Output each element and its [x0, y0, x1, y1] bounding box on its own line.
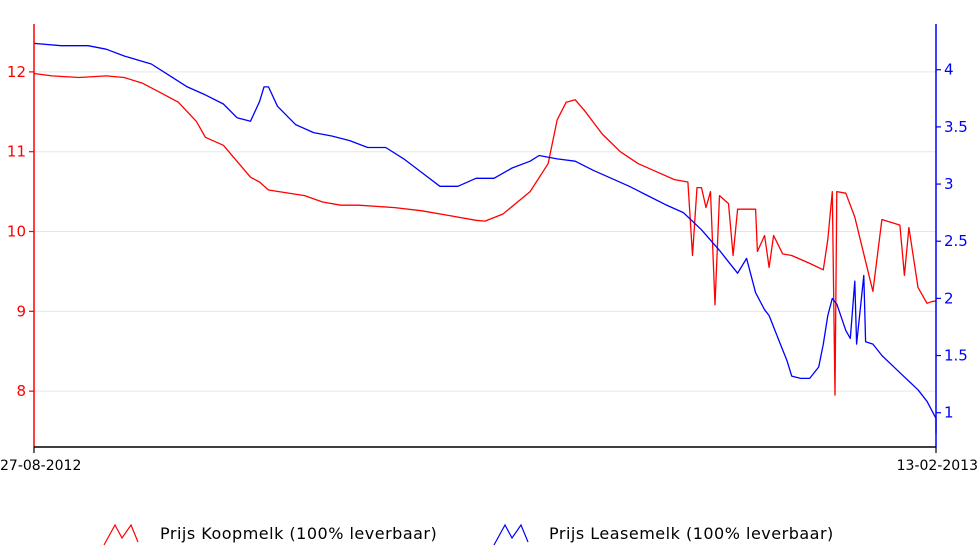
left-tick-label: 11	[7, 143, 26, 161]
right-tick-label: 3.5	[944, 118, 968, 136]
x-axis-ticks: 27-08-2012 13-02-2013	[0, 447, 978, 474]
legend-label-leasemelk: Prijs Leasemelk (100% leverbaar)	[549, 524, 834, 543]
series-line-leasemelk	[33, 42, 937, 434]
right-axis-ticks: 1 1.5 2 2.5 3 3.5 4	[936, 61, 968, 422]
left-tick-label: 12	[7, 63, 26, 81]
legend-label-koopmelk: Prijs Koopmelk (100% leverbaar)	[160, 524, 437, 543]
right-tick-label: 3	[944, 175, 954, 193]
legend: Prijs Koopmelk (100% leverbaar) Prijs Le…	[103, 523, 834, 546]
legend-item-koopmelk: Prijs Koopmelk (100% leverbaar)	[103, 523, 437, 546]
series-lines	[33, 42, 937, 434]
right-tick-label: 2.5	[944, 232, 968, 250]
legend-swatch-koopmelk	[103, 523, 139, 546]
legend-swatch-leasemelk	[493, 523, 529, 546]
left-tick-label: 10	[7, 223, 26, 241]
right-tick-label: 2	[944, 289, 954, 307]
x-tick-label: 27-08-2012	[0, 458, 81, 474]
left-tick-label: 9	[16, 302, 26, 320]
right-tick-label: 1.5	[944, 347, 968, 365]
right-tick-label: 4	[944, 61, 954, 79]
grid-lines	[34, 71, 936, 392]
left-tick-label: 8	[16, 382, 26, 400]
legend-item-leasemelk: Prijs Leasemelk (100% leverbaar)	[493, 523, 834, 546]
x-tick-label: 13-02-2013	[897, 458, 978, 474]
series-line-koopmelk	[33, 72, 937, 396]
left-axis-ticks: 8 9 10 11 12	[7, 63, 34, 400]
right-tick-label: 1	[944, 404, 954, 422]
